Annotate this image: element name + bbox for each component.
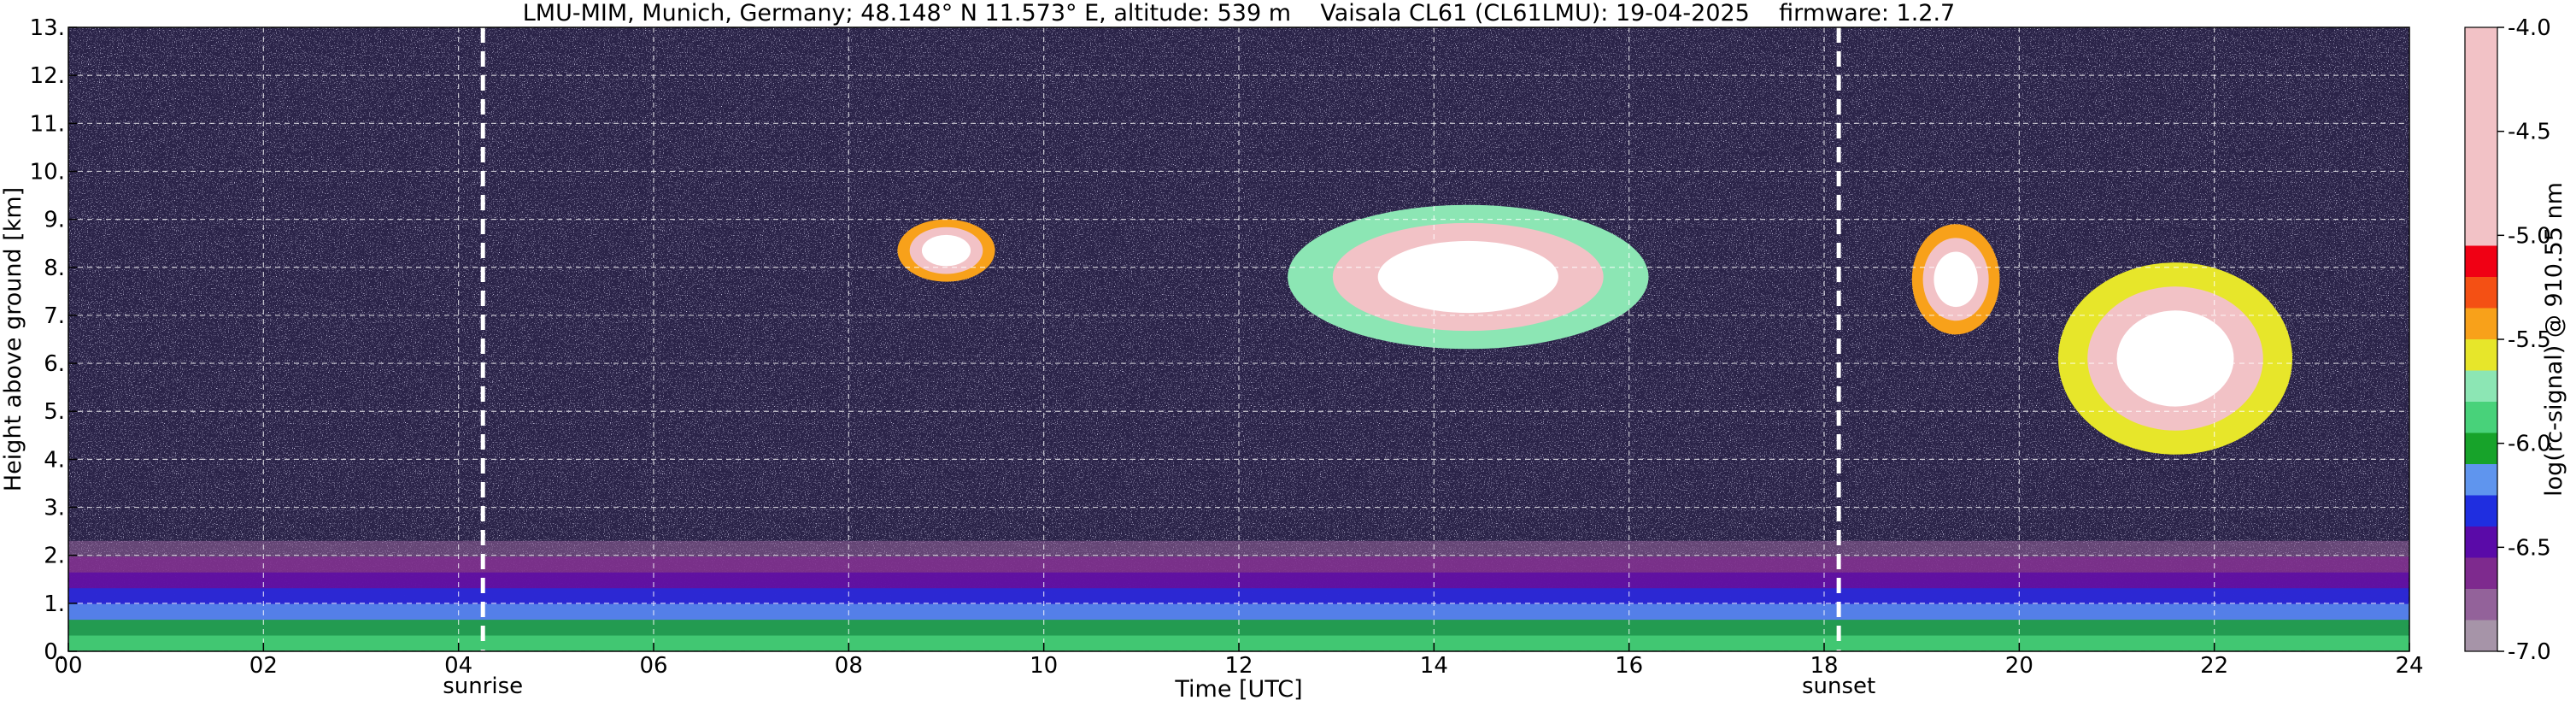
y-tick-label: 12. — [30, 63, 65, 89]
colorbar-tick-label: -4.5 — [2508, 120, 2551, 145]
colorbar-tick-label: -6.0 — [2508, 432, 2551, 457]
y-tick-label: 0. — [44, 639, 65, 665]
x-axis-label: Time [UTC] — [1174, 676, 1302, 703]
colorbar-label: log(rc-signal) @ 910.55 nm — [2541, 182, 2567, 497]
x-tick-label: 06 — [639, 653, 667, 679]
colorbar-segment — [2465, 370, 2497, 402]
colorbar-segment — [2465, 557, 2497, 589]
plot-area — [68, 27, 2409, 651]
y-tick-label: 4. — [44, 447, 65, 473]
colorbar-segment — [2465, 432, 2497, 464]
colorbar-tick-label: -6.5 — [2508, 535, 2551, 561]
sunset-label: sunset — [1802, 674, 1875, 699]
feature-2-level — [1377, 240, 1558, 314]
x-tick-label: 20 — [2005, 653, 2033, 679]
colorbar-segment — [2465, 308, 2497, 339]
colorbar-segment — [2465, 402, 2497, 433]
colorbar-segment — [2465, 245, 2497, 277]
y-tick-label: 2. — [44, 544, 65, 569]
x-tick-label: 00 — [54, 653, 82, 679]
x-tick-label: 12 — [1224, 653, 1253, 679]
colorbar-tick-label: -5.0 — [2508, 223, 2551, 249]
y-tick-label: 9. — [44, 208, 65, 233]
feature-4-level — [2116, 310, 2234, 407]
colorbar-segment — [2465, 527, 2497, 558]
colorbar: -7.0 -6.5 -6.0 -5.5 -5.0 -4.5 -4.0 — [2464, 15, 2551, 665]
colorbar-segment — [2465, 589, 2497, 621]
colorbar-tick-label: -4.0 — [2508, 15, 2551, 41]
y-tick-label: 7. — [44, 303, 65, 329]
colorbar-tick-label: -5.5 — [2508, 327, 2551, 353]
y-axis-label: Height above ground [km] — [0, 187, 26, 491]
x-tick-label: 04 — [444, 653, 472, 679]
x-tick-label: 16 — [1615, 653, 1643, 679]
x-axis: 00 02 04 06 08 10 12 14 16 18 20 22 24 — [54, 643, 2424, 679]
x-tick-label: 02 — [249, 653, 278, 679]
y-tick-label: 13. — [30, 15, 65, 41]
colorbar-segment — [2465, 277, 2497, 309]
colorbar-segment — [2465, 27, 2497, 246]
y-tick-label: 10. — [30, 159, 65, 185]
feature-4 — [2058, 262, 2292, 455]
feature-2 — [1288, 204, 1649, 350]
sunrise-label: sunrise — [443, 674, 523, 699]
x-tick-label: 22 — [2200, 653, 2228, 679]
feature-3-level — [1933, 251, 1978, 308]
feature-1 — [897, 219, 995, 282]
x-tick-label: 08 — [835, 653, 863, 679]
y-axis: 0. 1. 2. 3. 4. 5. 6. 7. 8. 9. 10. 11. 12. 13. — [30, 15, 77, 665]
colorbar-segment — [2465, 620, 2497, 651]
x-tick-label: 14 — [1420, 653, 1448, 679]
x-tick-label: 10 — [1030, 653, 1058, 679]
colorbar-tick-label: -7.0 — [2508, 639, 2551, 665]
y-tick-label: 8. — [44, 256, 65, 281]
chart-title: LMU-MIM, Munich, Germany; 48.148° N 11.5… — [523, 0, 1956, 26]
colorbar-segment — [2465, 339, 2497, 371]
y-tick-label: 3. — [44, 496, 65, 521]
feature-3 — [1911, 224, 2000, 335]
y-tick-label: 1. — [44, 591, 65, 617]
y-tick-label: 5. — [44, 399, 65, 425]
y-tick-label: 6. — [44, 351, 65, 377]
x-tick-label: 24 — [2395, 653, 2423, 679]
colorbar-segment — [2465, 464, 2497, 496]
y-tick-label: 11. — [30, 111, 65, 137]
colorbar-segment — [2465, 495, 2497, 527]
feature-1-level — [921, 234, 971, 267]
x-tick-label: 18 — [1810, 653, 1838, 679]
